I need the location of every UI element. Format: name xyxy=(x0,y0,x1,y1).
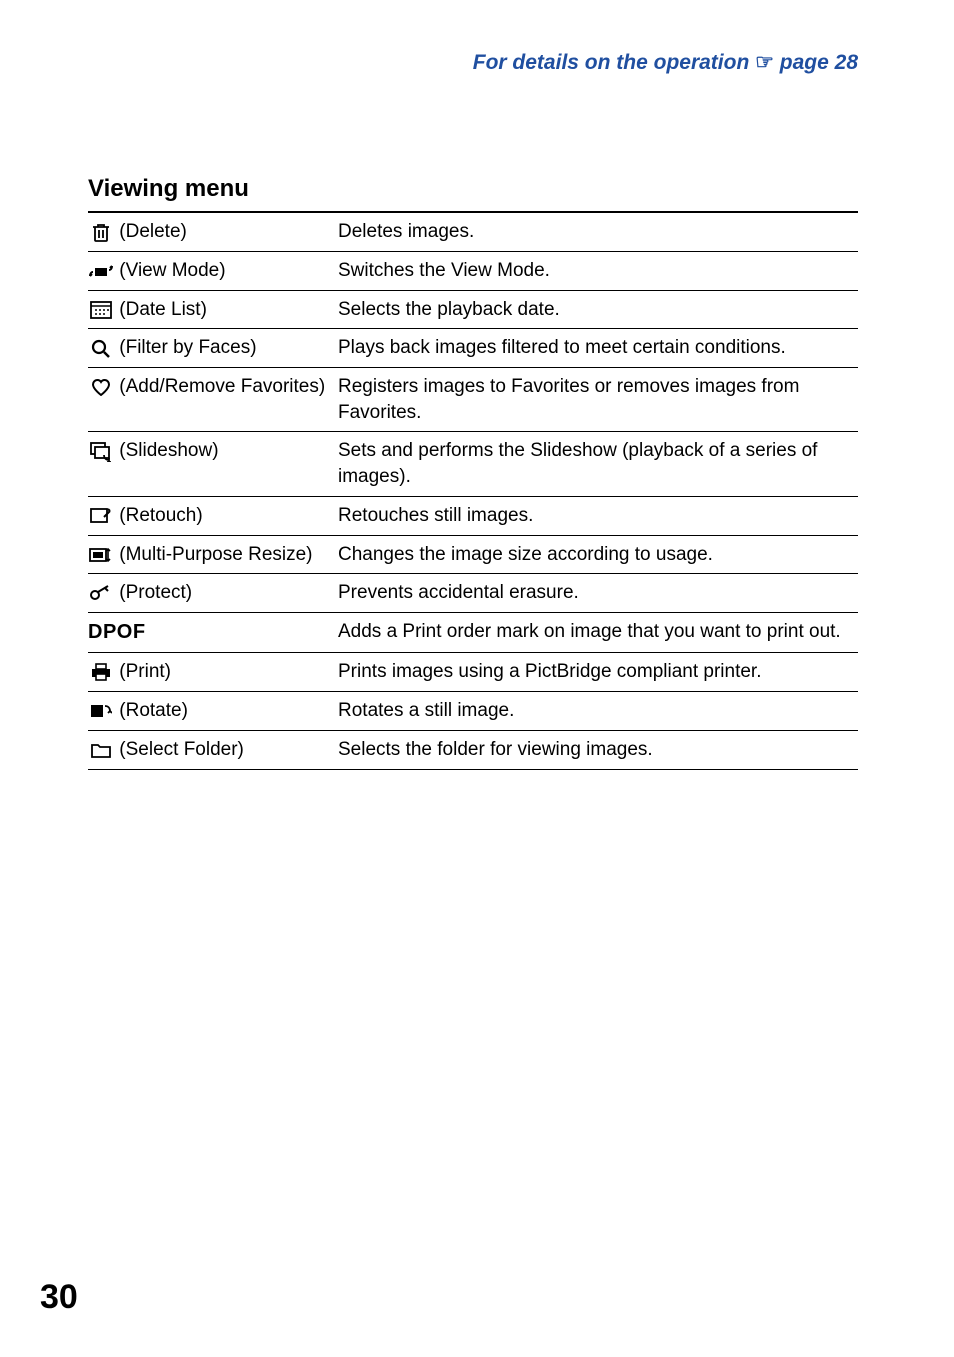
page: For details on the operation ☞ page 28 V… xyxy=(0,0,954,1357)
header-note-suffix: page 28 xyxy=(774,51,858,74)
table-row: (Select Folder) Selects the folder for v… xyxy=(88,730,858,769)
magnifier-icon xyxy=(88,336,114,362)
row-description: Plays back images filtered to meet certa… xyxy=(338,329,858,368)
row-label: (Add/Remove Favorites) xyxy=(119,376,325,397)
retouch-icon xyxy=(88,503,114,529)
table-row: (Filter by Faces) Plays back images filt… xyxy=(88,329,858,368)
folder-icon xyxy=(88,737,114,763)
row-label: (View Mode) xyxy=(119,260,225,281)
row-label: (Delete) xyxy=(119,221,187,242)
section-title: Viewing menu xyxy=(88,175,858,213)
row-description: Selects the folder for viewing images. xyxy=(338,730,858,769)
row-description: Changes the image size according to usag… xyxy=(338,535,858,574)
row-description: Switches the View Mode. xyxy=(338,251,858,290)
heart-icon xyxy=(88,374,114,400)
row-label: (Slideshow) xyxy=(119,441,218,462)
row-label: (Date List) xyxy=(119,299,207,320)
trash-icon xyxy=(88,219,114,245)
row-label: (Filter by Faces) xyxy=(119,338,256,359)
table-row: (Retouch) Retouches still images. xyxy=(88,496,858,535)
row-description: Rotates a still image. xyxy=(338,691,858,730)
view-mode-icon xyxy=(88,258,114,284)
rotate-icon xyxy=(88,698,114,724)
table-row: (View Mode) Switches the View Mode. xyxy=(88,251,858,290)
row-description: Registers images to Favorites or removes… xyxy=(338,368,858,432)
table-row: (Date List) Selects the playback date. xyxy=(88,290,858,329)
viewing-menu-table: (Delete) Deletes images. (View Mode) Swi… xyxy=(88,213,858,770)
table-row: (Rotate) Rotates a still image. xyxy=(88,691,858,730)
row-label: (Retouch) xyxy=(119,505,202,526)
row-description: Prevents accidental erasure. xyxy=(338,574,858,613)
header-cross-reference: For details on the operation ☞ page 28 xyxy=(88,50,858,75)
row-description: Selects the playback date. xyxy=(338,290,858,329)
table-row: (Delete) Deletes images. xyxy=(88,213,858,251)
key-icon xyxy=(88,581,114,607)
slideshow-icon xyxy=(88,439,114,465)
row-description: Adds a Print order mark on image that yo… xyxy=(338,613,858,653)
dpof-label: DPOF xyxy=(88,621,146,643)
table-row: DPOF Adds a Print order mark on image th… xyxy=(88,613,858,653)
table-body: (Delete) Deletes images. (View Mode) Swi… xyxy=(88,213,858,769)
row-description: Sets and performs the Slideshow (playbac… xyxy=(338,432,858,496)
row-label: (Protect) xyxy=(119,583,192,604)
table-row: (Slideshow) Sets and performs the Slides… xyxy=(88,432,858,496)
pointing-hand-icon: ☞ xyxy=(755,51,774,74)
page-number: 30 xyxy=(40,1278,78,1317)
row-label: (Rotate) xyxy=(119,700,188,721)
table-row: (Multi-Purpose Resize) Changes the image… xyxy=(88,535,858,574)
calendar-icon xyxy=(88,297,114,323)
table-row: (Add/Remove Favorites) Registers images … xyxy=(88,368,858,432)
resize-icon xyxy=(88,542,114,568)
printer-icon xyxy=(88,659,114,685)
row-description: Deletes images. xyxy=(338,213,858,251)
row-description: Retouches still images. xyxy=(338,496,858,535)
table-row: (Print) Prints images using a PictBridge… xyxy=(88,653,858,692)
row-label: (Select Folder) xyxy=(119,739,244,760)
row-label: (Multi-Purpose Resize) xyxy=(119,544,312,565)
table-row: (Protect) Prevents accidental erasure. xyxy=(88,574,858,613)
row-label: (Print) xyxy=(119,661,171,682)
header-note-prefix: For details on the operation xyxy=(473,51,755,74)
row-description: Prints images using a PictBridge complia… xyxy=(338,653,858,692)
